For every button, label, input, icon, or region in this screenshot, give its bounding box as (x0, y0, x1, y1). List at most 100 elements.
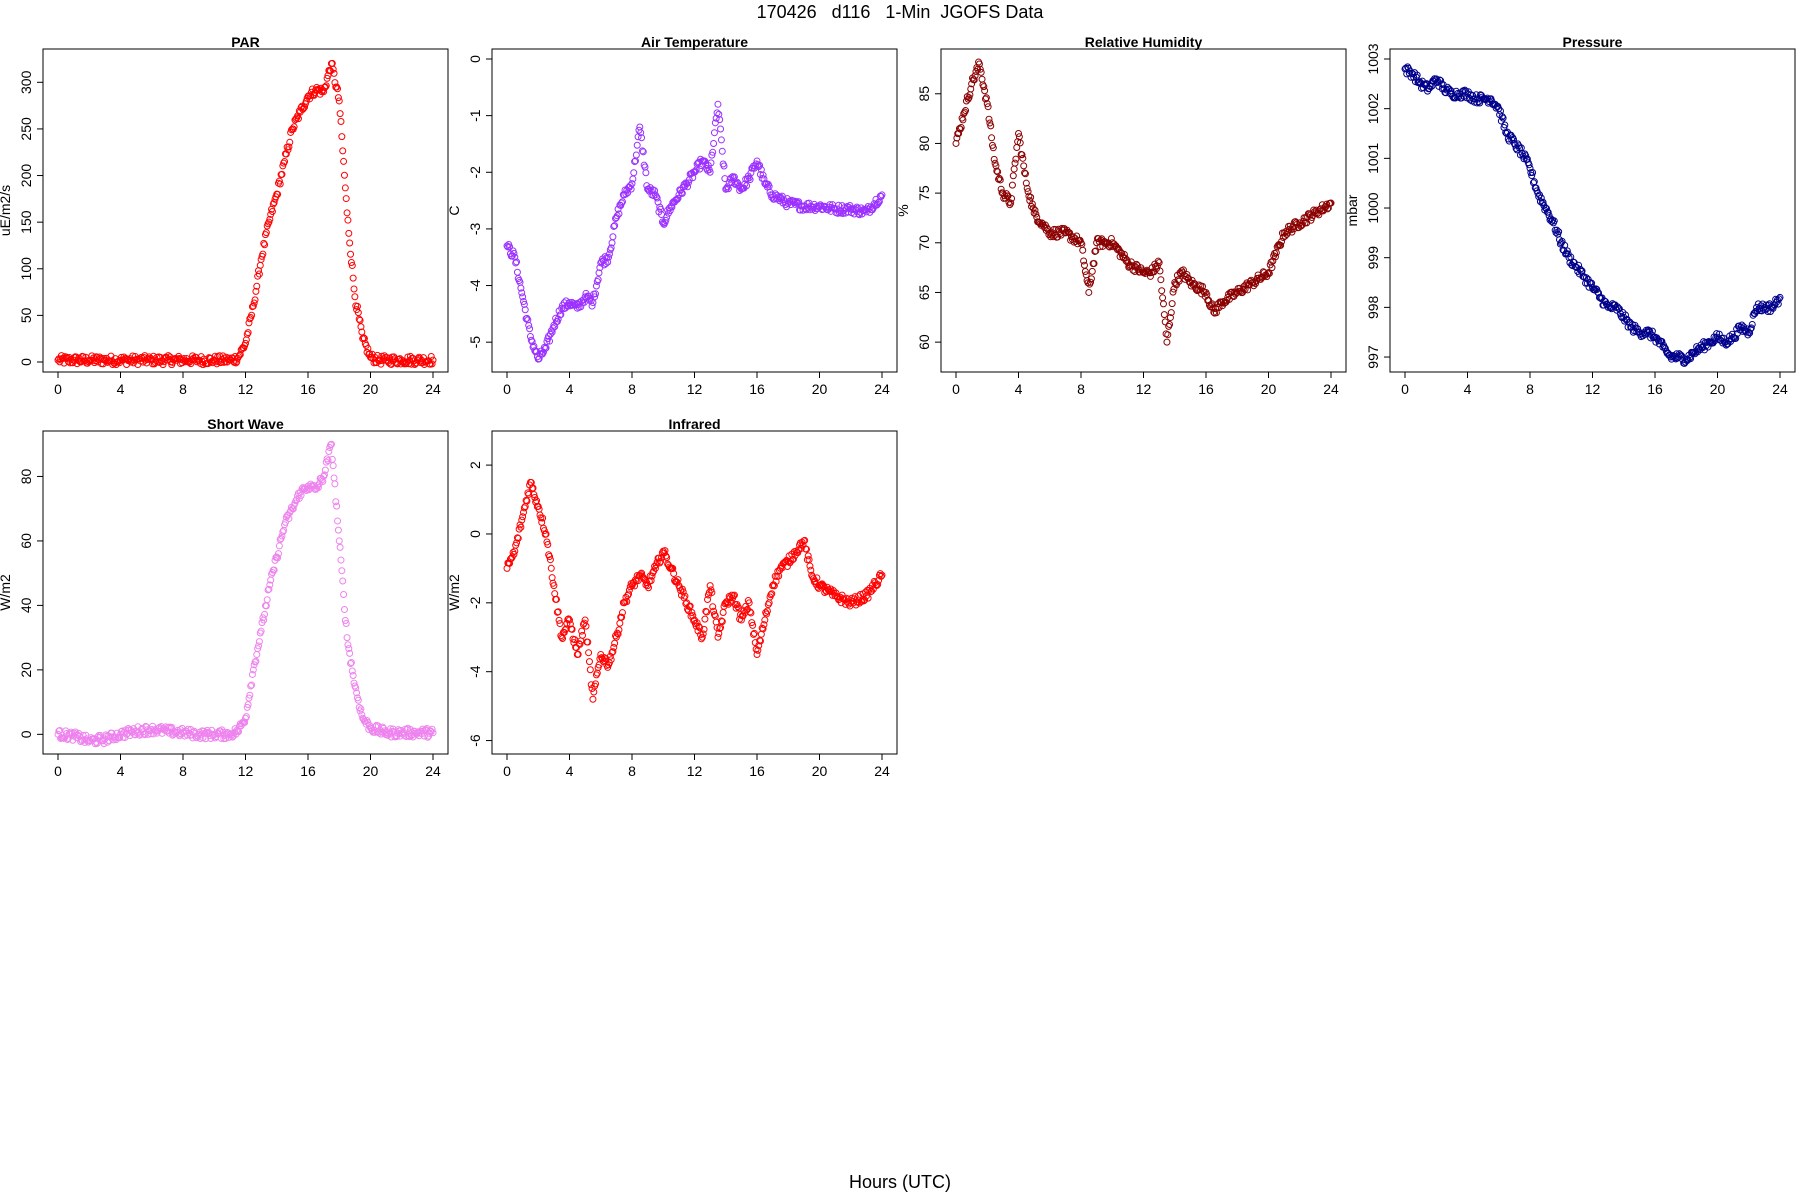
data-point (261, 241, 269, 249)
data-point (756, 161, 764, 169)
data-point (513, 534, 521, 542)
plot-frame (42, 48, 449, 373)
data-point (610, 643, 618, 651)
data-point (184, 725, 192, 733)
data-point (274, 550, 282, 558)
data-point (864, 594, 872, 602)
data-point (251, 296, 259, 304)
data-point (670, 570, 678, 578)
data-point (703, 608, 711, 616)
data-point (64, 734, 72, 742)
data-point (1076, 236, 1084, 244)
data-point (1553, 226, 1561, 234)
data-point (280, 526, 288, 534)
data-point (1268, 264, 1276, 272)
data-point (325, 448, 333, 456)
data-point (1293, 220, 1301, 228)
data-point (727, 598, 735, 606)
data-point (813, 574, 821, 582)
data-point (278, 170, 286, 178)
panel-title: Relative Humidity (1085, 34, 1203, 50)
data-point (850, 210, 858, 218)
data-point (235, 353, 243, 361)
data-point (249, 666, 257, 674)
x-tick-label: 24 (874, 381, 890, 397)
data-point (116, 734, 124, 742)
data-point (696, 165, 704, 173)
y-tick-label: 998 (1365, 295, 1381, 319)
data-point (625, 590, 633, 598)
data-point (1023, 184, 1031, 192)
data-point (1154, 257, 1162, 265)
data-point (592, 290, 600, 298)
data-point (763, 610, 771, 618)
data-point (275, 177, 283, 185)
data-point (848, 594, 856, 602)
data-point (666, 207, 674, 215)
data-point (331, 79, 339, 87)
data-point (150, 360, 158, 368)
data-point (140, 730, 148, 738)
y-tick-label: 0 (18, 730, 34, 738)
data-point (615, 210, 623, 218)
data-point (1475, 98, 1483, 106)
data-point (689, 612, 697, 620)
data-point (1120, 250, 1128, 258)
data-point (548, 328, 556, 336)
data-point (704, 596, 712, 604)
data-point (426, 727, 434, 735)
data-point (1168, 300, 1176, 308)
data-point (642, 169, 650, 177)
data-point (699, 630, 707, 638)
data-point (1122, 257, 1130, 265)
data-point (727, 174, 735, 182)
y-tick-label: 997 (1365, 345, 1381, 369)
data-point (427, 353, 435, 361)
data-point (714, 633, 722, 641)
data-point (1486, 95, 1494, 103)
panel-infrared: Infrared W/m2 0 4 8 12 16 20 24 -6 -4 -2 0 2 (446, 416, 898, 779)
data-point (266, 215, 274, 223)
data-point (654, 198, 662, 206)
data-point (518, 516, 526, 524)
x-tick-label: 16 (300, 763, 316, 779)
data-point (547, 564, 555, 572)
data-point (334, 85, 342, 93)
data-point (1646, 327, 1654, 335)
data-point (252, 657, 260, 665)
data-point (327, 441, 335, 449)
data-point (519, 298, 527, 306)
data-point (284, 146, 292, 154)
data-point (804, 552, 812, 560)
data-point (688, 169, 696, 177)
x-tick-label: 16 (749, 381, 765, 397)
data-point (79, 353, 87, 361)
data-point (802, 545, 810, 553)
data-point (75, 729, 83, 737)
data-point (246, 691, 254, 699)
data-point (861, 596, 869, 604)
data-point (955, 130, 963, 138)
data-point (556, 620, 564, 628)
data-point (351, 293, 359, 301)
data-point (506, 559, 514, 567)
data-point (355, 315, 363, 323)
data-point (674, 576, 682, 584)
data-point (755, 642, 763, 650)
data-point (1087, 275, 1095, 283)
y-tick-label: -3 (467, 222, 483, 235)
data-point (540, 343, 548, 351)
data-point (638, 134, 646, 142)
data-point (518, 289, 526, 297)
x-tick-label: 12 (238, 763, 254, 779)
data-point (732, 604, 740, 612)
data-point (1185, 274, 1193, 282)
panel-title: Air Temperature (641, 34, 748, 50)
data-point (678, 585, 686, 593)
data-point (1175, 277, 1183, 285)
data-point (269, 200, 277, 208)
data-point (260, 239, 268, 247)
data-point (506, 243, 514, 251)
data-point (343, 634, 351, 642)
data-point (978, 75, 986, 83)
